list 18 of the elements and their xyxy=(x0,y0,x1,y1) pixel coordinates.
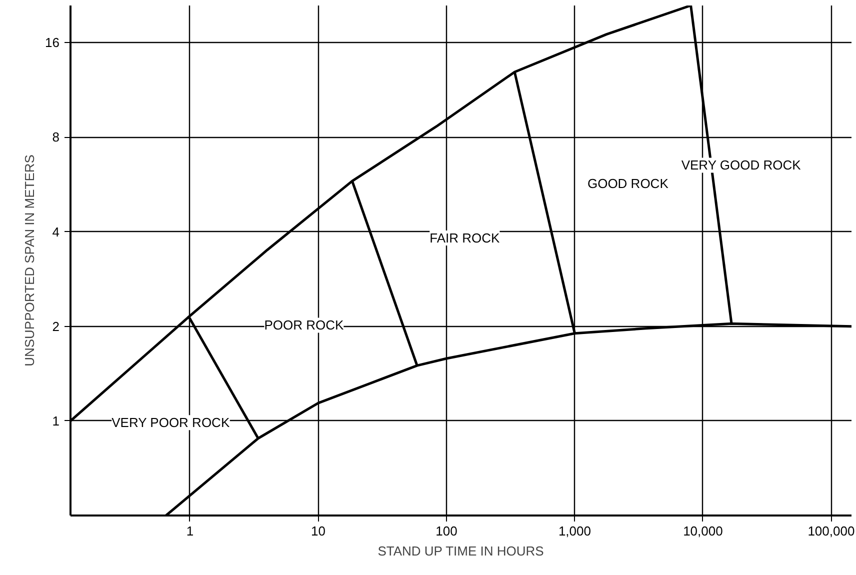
x-tick-label: 10 xyxy=(311,524,326,538)
y-tick-label: 8 xyxy=(52,130,60,145)
y-tick-label: 16 xyxy=(45,35,60,50)
annotation: VERY POOR ROCK xyxy=(112,415,230,430)
x-tick-label: 1 xyxy=(186,524,194,538)
y-tick-label: 2 xyxy=(52,318,60,334)
annotation: FAIR ROCK xyxy=(430,230,500,246)
annotation: POOR ROCK xyxy=(264,318,344,333)
x-tick-label: 1,000 xyxy=(558,524,591,538)
annotation: GOOD ROCK xyxy=(587,176,669,192)
y-tick-label: 4 xyxy=(52,224,60,240)
annotation: VERY GOOD ROCK xyxy=(681,158,802,173)
y-axis-title: UNSUPPORTED SPAN IN METERS xyxy=(22,154,38,366)
y-tick-label: 1 xyxy=(52,413,60,428)
x-tick-label: 10,000 xyxy=(683,524,723,538)
x-tick-label: 100,000 xyxy=(808,524,855,538)
x-tick-label: 100 xyxy=(436,524,458,538)
x-axis-title: STAND UP TIME IN HOURS xyxy=(378,544,544,558)
